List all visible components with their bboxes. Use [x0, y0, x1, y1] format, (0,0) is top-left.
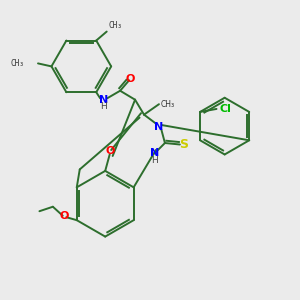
Text: O: O [105, 146, 114, 157]
Text: CH₃: CH₃ [108, 21, 122, 30]
Text: Cl: Cl [220, 104, 231, 114]
Text: H: H [151, 155, 158, 164]
Text: N: N [154, 122, 164, 132]
Text: CH₃: CH₃ [11, 59, 25, 68]
Text: CH₃: CH₃ [160, 100, 175, 109]
Text: N: N [99, 95, 108, 105]
Text: H: H [100, 102, 107, 111]
Text: O: O [126, 74, 135, 84]
Text: N: N [150, 148, 159, 158]
Text: O: O [59, 211, 69, 221]
Text: S: S [179, 138, 188, 151]
